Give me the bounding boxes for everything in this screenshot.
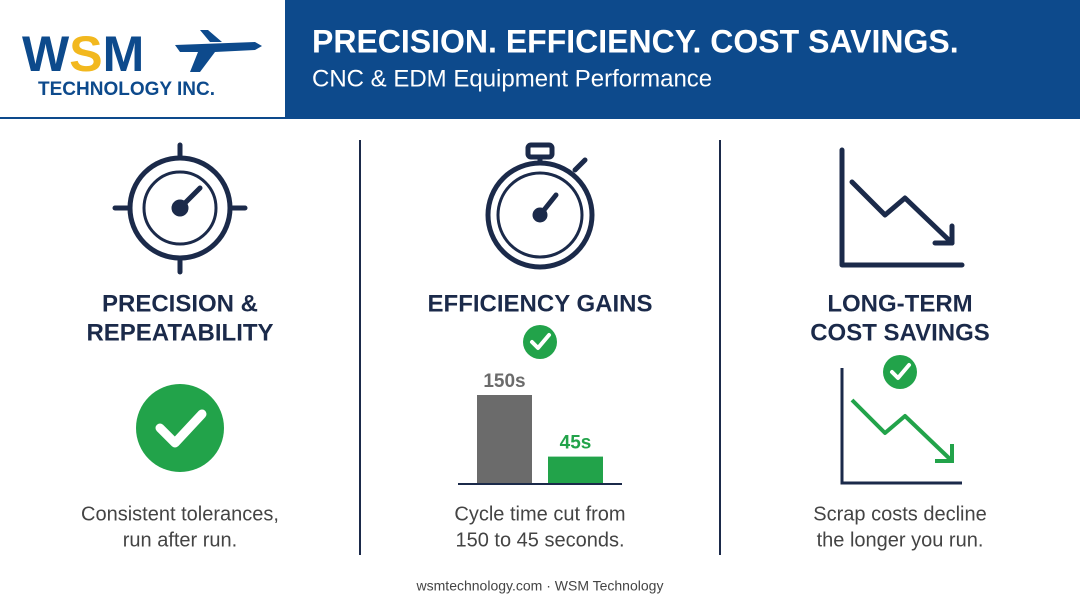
caption: run after run. (123, 529, 238, 551)
trend-line (850, 398, 954, 463)
logo: WSM (22, 26, 144, 82)
logo-w: W (22, 26, 70, 82)
column-title: PRECISION & (102, 290, 258, 317)
check-mark (530, 333, 551, 350)
column-title: REPEATABILITY (86, 319, 273, 346)
caption: 150 to 45 seconds. (455, 529, 624, 551)
bar (477, 395, 532, 483)
subtitle: CNC & EDM Equipment Performance (312, 65, 712, 92)
check-badge (883, 355, 917, 389)
header-band (285, 0, 1080, 118)
decline-icon (839, 147, 965, 268)
column-title: EFFICIENCY GAINS (428, 290, 653, 317)
check-mark (890, 363, 911, 380)
bar-chart: 150s 45s (477, 371, 603, 483)
column-title: LONG-TERM (827, 290, 972, 317)
caption: Scrap costs decline (813, 503, 986, 525)
logo-s: S (69, 26, 102, 82)
footer: wsmtechnology.com · WSM Technology (416, 578, 664, 594)
column-2: EFFICIENCY GAINS 150s 45s Cycle time cut … (428, 290, 653, 551)
value-label: 150s (483, 371, 525, 392)
check-badge (523, 325, 557, 359)
title: PRECISION. EFFICIENCY. COST SAVINGS. (312, 23, 959, 59)
column-title: COST SAVINGS (810, 319, 990, 346)
check-badge (136, 384, 224, 472)
column-1: PRECISION & REPEATABILITY Consistent tol… (81, 290, 279, 551)
logo-subtitle: TECHNOLOGY INC. (38, 79, 215, 100)
column-3: LONG-TERM COST SAVINGS Scrap costs decli… (810, 290, 990, 551)
caption: the longer you run. (817, 529, 984, 551)
check-mark (155, 409, 207, 448)
logo-m: M (103, 26, 145, 82)
caption: Consistent tolerances, (81, 503, 279, 525)
stopwatch-icon (485, 142, 595, 270)
caption: Cycle time cut from (454, 503, 625, 525)
value-label: 45s (560, 433, 592, 454)
gauge-icon (112, 142, 248, 275)
trend-axes (840, 368, 962, 485)
bar (548, 456, 603, 483)
trend-arrow (935, 444, 954, 463)
logo-jet (175, 30, 262, 72)
